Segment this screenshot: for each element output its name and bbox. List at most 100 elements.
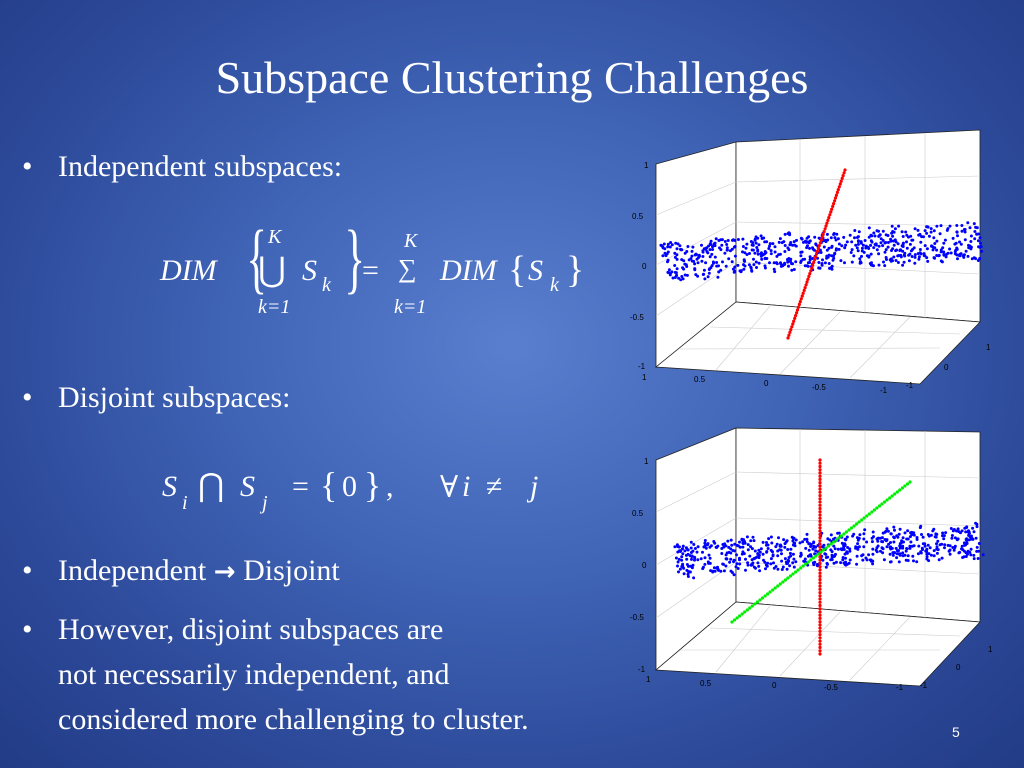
plane-point (918, 248, 922, 251)
plane-point (788, 564, 792, 568)
line-point (837, 185, 841, 189)
plane-point (979, 241, 982, 245)
plane-point (753, 549, 757, 553)
plane-point (862, 532, 866, 536)
plane-point (677, 557, 681, 561)
eq2-i: i (462, 470, 471, 503)
plane-point (723, 251, 727, 255)
plane-point (691, 563, 695, 567)
plane-point (908, 535, 912, 539)
plot-grid-line (655, 221, 737, 266)
plot-grid-line (779, 311, 841, 375)
line-point (818, 636, 822, 640)
plane-point (837, 531, 841, 535)
plane-point (706, 275, 710, 279)
plane-point (677, 570, 680, 574)
plane-point (907, 259, 911, 263)
plane-point (853, 236, 856, 240)
plane-point (689, 257, 693, 261)
eq2-j: j (530, 470, 539, 503)
plot-bottom-z-tick: 1 (644, 457, 649, 466)
plane-point (830, 266, 833, 269)
diagonal-line-point (865, 514, 869, 518)
plane-point (755, 266, 758, 269)
plane-point (932, 549, 936, 553)
bullet-dot: • (22, 613, 33, 646)
plane-point (768, 261, 771, 265)
plane-point (968, 226, 972, 230)
line-point (812, 260, 816, 264)
line-point (818, 506, 822, 511)
plane-point (854, 243, 858, 247)
plane-point (897, 560, 901, 564)
plane-point (783, 244, 787, 247)
line-point (818, 481, 822, 485)
plane-point (887, 542, 891, 546)
plane-point (954, 241, 958, 245)
plane-point (889, 237, 893, 241)
plane-point (804, 546, 808, 550)
line-point (825, 221, 829, 225)
plot-floor (654, 301, 981, 385)
line-point (818, 241, 822, 245)
plane-point (736, 238, 740, 241)
plane-point (801, 257, 805, 261)
plane-point (871, 530, 875, 534)
plane-point (738, 540, 741, 544)
plane-point (919, 551, 923, 555)
plane-point (725, 557, 729, 561)
diagonal-line-point (776, 584, 780, 588)
plot-bottom-z-tick: 0.5 (632, 509, 644, 518)
plane-point (859, 261, 863, 265)
plane-point (912, 544, 916, 548)
plane-point (708, 545, 712, 549)
diagonal-line-point (730, 620, 734, 624)
plane-point (745, 535, 749, 539)
plane-point (777, 253, 781, 257)
plane-point (692, 259, 696, 263)
line-point (829, 210, 833, 214)
plane-point (761, 540, 765, 544)
plane-point (874, 243, 878, 247)
diagonal-line-point (804, 562, 808, 566)
plane-point (943, 546, 946, 550)
plane-point (771, 554, 775, 558)
diagonal-line-point (898, 488, 902, 492)
plane-point (748, 554, 752, 558)
plane-point (889, 541, 892, 544)
plane-point (945, 252, 949, 256)
diagonal-line-point (849, 526, 854, 530)
plane-point (860, 249, 864, 253)
plane-point (831, 258, 835, 262)
plane-point (885, 545, 889, 549)
diagonal-line-point (905, 482, 910, 486)
plane-point (872, 231, 876, 235)
eq2-sub-i: i (182, 492, 188, 514)
plane-point (870, 234, 874, 238)
plane-point (730, 543, 734, 547)
plane-point (668, 245, 672, 249)
plane-point (730, 260, 734, 264)
plane-point (696, 261, 700, 265)
line-point (818, 565, 822, 569)
plane-point (791, 552, 795, 556)
plane-point (673, 276, 677, 279)
line-point (818, 591, 822, 595)
plane-point (793, 544, 797, 548)
plane-point (909, 540, 913, 544)
eq1-upper-limit: K (268, 226, 282, 248)
plane-point (871, 552, 875, 556)
plot-bottom-z-tick: -1 (638, 665, 646, 674)
line-point (842, 171, 846, 175)
bullet-text: Disjoint subspaces: (58, 381, 291, 414)
plane-point (967, 531, 971, 535)
plane-point (683, 262, 687, 266)
plane-point (742, 263, 745, 267)
diagonal-line-point (837, 536, 841, 540)
plane-point (957, 551, 961, 555)
plot-grid-line (715, 605, 771, 673)
plane-point (845, 562, 849, 566)
plane-point (891, 239, 895, 243)
plane-point (892, 536, 896, 540)
plane-point (788, 259, 792, 263)
